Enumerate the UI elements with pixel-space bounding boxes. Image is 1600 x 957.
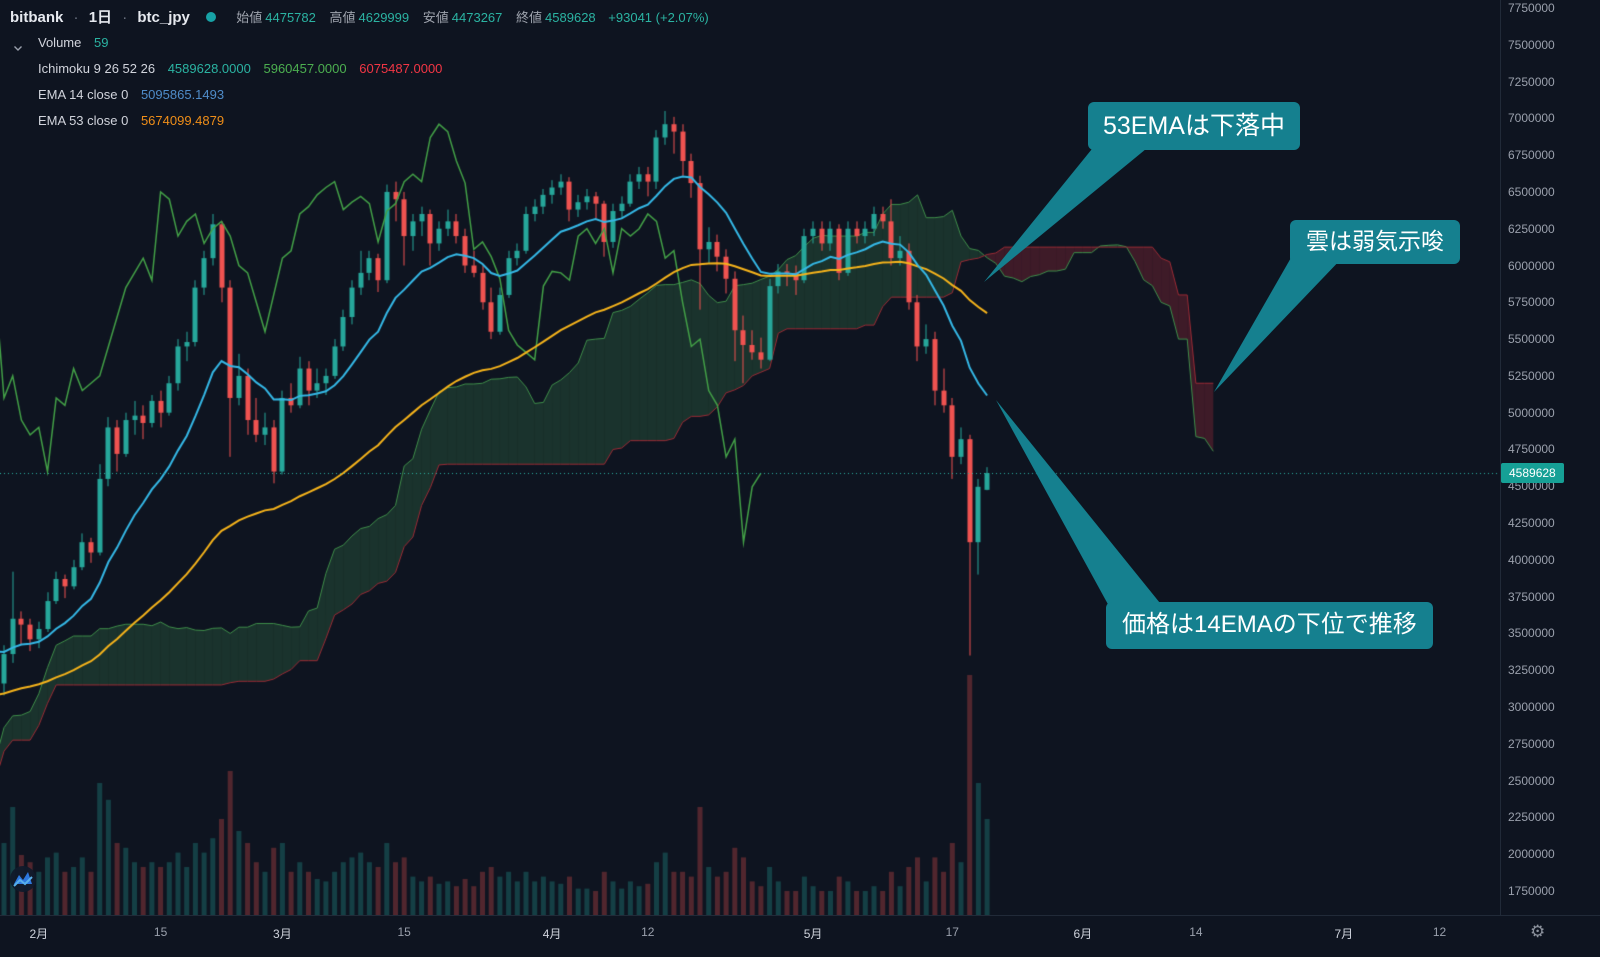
symbol-title-row[interactable]: bitbank · 1日 · btc_jpy 始値 4475782 高値 46299… (10, 5, 709, 30)
price-tick: 6000000 (1508, 258, 1555, 273)
market-status-dot (206, 12, 217, 22)
time-label: 15 (397, 925, 411, 939)
price-tick: 6750000 (1508, 148, 1555, 163)
volume-value: 59 (94, 35, 109, 50)
ema53-legend-row[interactable]: EMA 53 close 0 5674099.4879 (10, 108, 709, 134)
price-tick: 2250000 (1508, 810, 1555, 825)
volume-legend-row[interactable]: Volume 59 (10, 30, 709, 56)
interval-value[interactable]: 1日 (88, 9, 113, 26)
main-chart-canvas[interactable] (0, 0, 1500, 915)
time-label: 15 (153, 925, 168, 939)
price-tick: 1750000 (1508, 884, 1555, 898)
settings-gear-icon[interactable]: ⚙ (1530, 922, 1546, 941)
price-tick: 3250000 (1508, 663, 1555, 678)
time-label: 7月 (1334, 927, 1354, 941)
price-axis[interactable]: 7750000 7500000 7250000 7000000 6750000 65000… (1500, 0, 1600, 915)
open-value: 4475782 (265, 10, 316, 25)
separator: · (122, 9, 128, 26)
time-label: 4月 (542, 927, 562, 941)
annotation-14ema[interactable]: 価格は14EMAの下位で推移 (1106, 602, 1433, 649)
price-tick: 4000000 (1508, 552, 1555, 567)
ichimoku-label: Ichimoku 9 26 52 26 (38, 61, 156, 76)
price-tick: 7750000 (1508, 0, 1555, 15)
price-tick: 2500000 (1508, 773, 1555, 788)
ichimoku-senkou-a-value: 5960457.0000 (263, 61, 347, 76)
price-tick: 5500000 (1508, 332, 1555, 347)
time-label: 6月 (1073, 927, 1093, 941)
price-tick: 4750000 (1508, 442, 1555, 457)
tradingview-logo[interactable] (8, 864, 38, 899)
annotation-cloud[interactable]: 雲は弱気示唆 (1290, 220, 1460, 264)
annotation-53ema[interactable]: 53EMAは下落中 (1088, 102, 1300, 150)
price-tick: 5750000 (1508, 295, 1555, 310)
price-tick: 4250000 (1508, 516, 1555, 531)
time-axis[interactable]: ⚙ 2月 15 3月 15 4月 12 5月 17 6月 14 7月 12 (0, 915, 1600, 957)
time-label: 14 (1189, 925, 1203, 939)
ohlc-values: 始値 4475782 高値 4629999 安値 4473267 終値 4589628 … (226, 10, 709, 25)
time-label: 5月 (803, 927, 823, 941)
ichimoku-senkou-b-value: 6075487.0000 (359, 61, 443, 76)
price-tick: 7500000 (1508, 37, 1555, 52)
close-label: 終値 (516, 10, 543, 25)
annotation-14ema-text: 価格は14EMAの下位で推移 (1122, 611, 1417, 638)
change-value: +93041 (+2.07%) (608, 10, 709, 25)
legend: bitbank · 1日 · btc_jpy 始値 4475782 高値 46299… (10, 5, 709, 134)
ema14-value: 5095865.1493 (140, 87, 225, 102)
low-label: 安値 (422, 10, 449, 25)
time-label: 2月 (29, 927, 49, 941)
price-tick: 6250000 (1508, 221, 1555, 236)
close-value: 4589628 (545, 10, 596, 25)
price-tick: 3500000 (1508, 626, 1555, 641)
last-price-badge: 4589628 (1501, 463, 1564, 484)
exchange-name[interactable]: bitbank (10, 9, 64, 26)
time-label: 12 (1432, 925, 1447, 939)
price-tick: 5250000 (1508, 368, 1555, 383)
low-value: 4473267 (451, 10, 503, 25)
ema14-label: EMA 14 close 0 (38, 87, 129, 102)
open-label: 始値 (236, 10, 263, 25)
price-tick: 3750000 (1508, 589, 1555, 604)
separator: · (73, 9, 79, 26)
price-tick: 6500000 (1508, 184, 1555, 199)
annotation-cloud-text: 雲は弱気示唆 (1306, 228, 1444, 254)
high-label: 高値 (329, 10, 356, 25)
chart-pane[interactable]: 53EMAは下落中 雲は弱気示唆 価格は14EMAの下位で推移 bitbank … (0, 0, 1500, 915)
price-tick: 2750000 (1508, 736, 1555, 751)
ema53-value: 5674099.4879 (140, 113, 225, 128)
price-tick: 7250000 (1508, 74, 1555, 89)
ema14-legend-row[interactable]: EMA 14 close 0 5095865.1493 (10, 82, 709, 108)
time-label: 12 (641, 925, 655, 939)
time-label: 17 (945, 925, 959, 939)
price-tick: 3000000 (1508, 700, 1555, 715)
time-label: 3月 (273, 927, 292, 941)
volume-label: Volume (38, 35, 82, 50)
annotation-53ema-text: 53EMAは下落中 (1103, 112, 1285, 140)
chevron-down-icon[interactable] (12, 37, 24, 63)
ichimoku-chikou-value: 4589628.0000 (167, 61, 251, 76)
ema53-label: EMA 53 close 0 (38, 113, 129, 128)
price-tick: 7000000 (1508, 111, 1555, 126)
ichimoku-legend-row[interactable]: Ichimoku 9 26 52 26 4589628.0000 5960457… (10, 56, 709, 82)
price-tick: 5000000 (1508, 405, 1555, 420)
symbol-pair[interactable]: btc_jpy (137, 9, 190, 26)
high-value: 4629999 (358, 10, 410, 25)
price-tick: 2000000 (1508, 847, 1555, 862)
